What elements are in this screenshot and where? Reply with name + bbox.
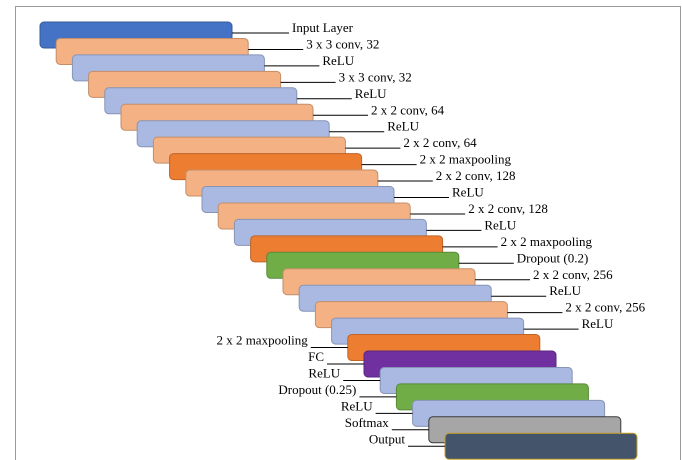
layer-label: ReLU — [452, 185, 484, 200]
layer-label: ReLU — [322, 53, 354, 68]
layer-label: 3 x 3 conv, 32 — [306, 36, 379, 51]
layer-label: ReLU — [549, 283, 581, 298]
layer-label: 2 x 2 maxpooling — [501, 234, 593, 249]
layer-label: FC — [308, 349, 324, 364]
layer-label: 2 x 2 conv, 256 — [565, 300, 645, 315]
layer-label: 2 x 2 conv, 64 — [403, 135, 477, 150]
layer-label: ReLU — [582, 316, 614, 331]
layer-label: 2 x 2 conv, 128 — [468, 201, 548, 216]
layer-label: Dropout (0.2) — [517, 250, 589, 265]
layer-label: Output — [369, 431, 406, 446]
layer-label: ReLU — [341, 398, 373, 413]
layer-label: 2 x 2 maxpooling — [216, 333, 308, 348]
layer-label: Input Layer — [292, 20, 354, 35]
layer-label: Dropout (0.25) — [278, 382, 356, 397]
layer-label: 2 x 2 conv, 64 — [371, 102, 445, 117]
layer-label: ReLU — [484, 217, 516, 232]
layer-label: ReLU — [387, 119, 419, 134]
layer-label: Softmax — [345, 415, 390, 430]
layer-label: 2 x 2 conv, 128 — [436, 168, 516, 183]
layer-label: ReLU — [308, 365, 340, 380]
layer-label: 2 x 2 conv, 256 — [533, 267, 613, 282]
layer-box-output — [444, 432, 638, 460]
layer-label: 2 x 2 maxpooling — [420, 152, 512, 167]
layer-label: 3 x 3 conv, 32 — [339, 69, 412, 84]
layer-label: ReLU — [355, 86, 387, 101]
layer-25-output: Output — [369, 431, 638, 460]
diagram-frame — [15, 6, 681, 460]
